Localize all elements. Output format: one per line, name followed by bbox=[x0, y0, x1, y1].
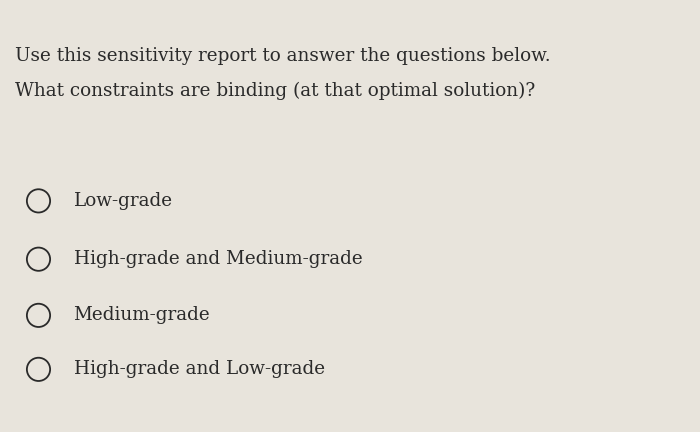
Text: Medium-grade: Medium-grade bbox=[74, 306, 210, 324]
Text: High-grade and Low-grade: High-grade and Low-grade bbox=[74, 360, 325, 378]
Text: What constraints are binding (at that optimal solution)?: What constraints are binding (at that op… bbox=[15, 82, 536, 100]
Text: Use this sensitivity report to answer the questions below.: Use this sensitivity report to answer th… bbox=[15, 47, 551, 65]
Text: Low-grade: Low-grade bbox=[74, 192, 173, 210]
Text: High-grade and Medium-grade: High-grade and Medium-grade bbox=[74, 250, 363, 268]
Point bbox=[33, 366, 44, 373]
Point bbox=[33, 312, 44, 319]
Point bbox=[33, 197, 44, 204]
Point bbox=[33, 256, 44, 263]
